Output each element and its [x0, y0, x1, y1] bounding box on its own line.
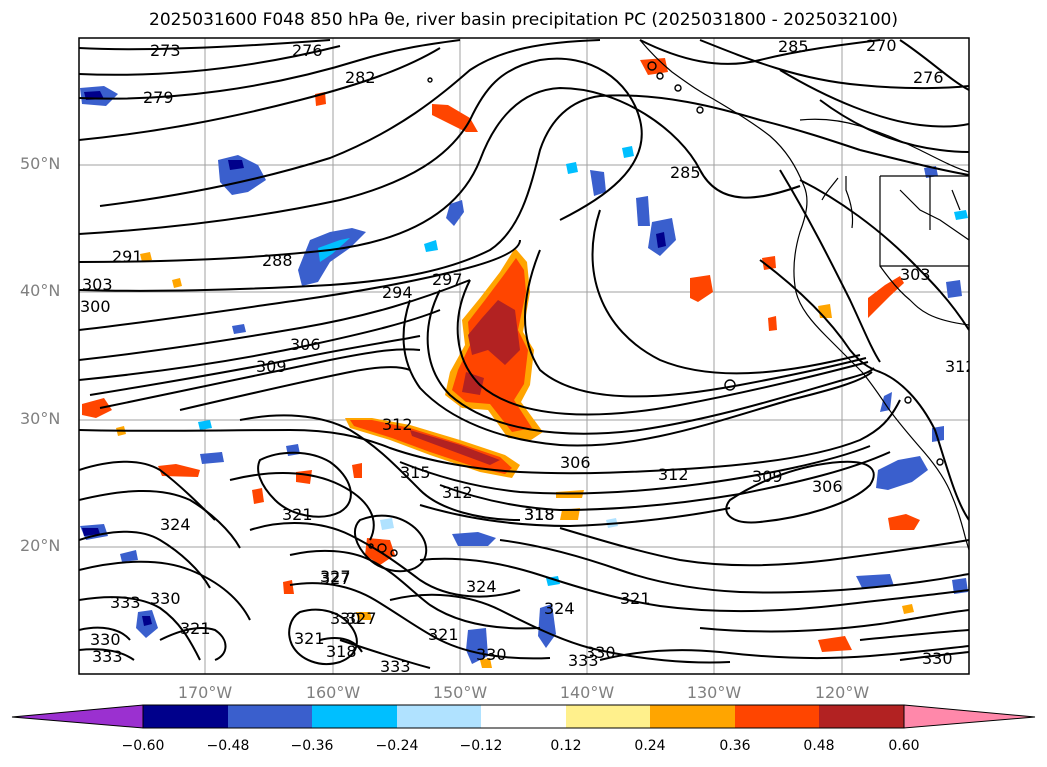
colorbar-bin — [312, 705, 397, 728]
lon-label: 160°W — [305, 683, 361, 702]
contour-label: 270 — [866, 36, 897, 55]
lon-label: 130°W — [686, 683, 742, 702]
contour-label: 291 — [112, 247, 143, 266]
contour-label: 318 — [326, 642, 357, 661]
contour-label: 330 — [330, 609, 361, 628]
contour-labels: 273 276 279 282 285 288 291 294 297 300 … — [80, 36, 976, 676]
contour-label: 300 — [80, 297, 111, 316]
contour-label: 321 — [180, 619, 211, 638]
lon-label: 170°W — [177, 683, 233, 702]
precip-negative — [80, 86, 968, 664]
islands — [368, 61, 944, 557]
contour-label: 333 — [92, 647, 123, 666]
contour-label: 309 — [256, 357, 287, 376]
colorbar — [11, 704, 1036, 729]
contour-label: 324 — [160, 515, 191, 534]
colorbar-bin — [143, 705, 228, 728]
contour-label: 315 — [400, 463, 431, 482]
contour-label: 273 — [150, 41, 181, 60]
contour-label: 279 — [143, 88, 174, 107]
contour-label: 288 — [262, 251, 293, 270]
colorbar-tick-label: −0.36 — [290, 738, 334, 754]
contour-label: 324 — [544, 599, 575, 618]
colorbar-bin — [228, 705, 312, 728]
contour-label: 321 — [294, 629, 325, 648]
colorbar-tick-label: 0.48 — [803, 738, 835, 754]
contour-label: 330 — [150, 589, 181, 608]
contour-label: 312 — [382, 415, 413, 434]
lon-label: 150°W — [432, 683, 488, 702]
colorbar-bin — [819, 705, 904, 728]
lat-label: 20°N — [20, 536, 61, 555]
contour-label: 312 — [658, 465, 689, 484]
colorbar-tick-label: 0.12 — [550, 738, 582, 754]
contour-label: 303 — [82, 275, 113, 294]
colorbar-tick-label: −0.60 — [121, 738, 165, 754]
colorbar-bin — [735, 705, 819, 728]
colorbar-tick-label: 0.36 — [719, 738, 751, 754]
contour-label: 285 — [670, 163, 701, 182]
contour-label: 318 — [524, 505, 555, 524]
colorbar-tick-label: −0.12 — [459, 738, 503, 754]
lon-label: 140°W — [559, 683, 615, 702]
coastlines — [639, 39, 969, 551]
theta-e-contours — [79, 39, 969, 669]
contour-label: 333 — [568, 651, 599, 670]
precip-positive — [82, 58, 920, 668]
lat-label: 30°N — [20, 409, 61, 428]
contour-label: 330 — [476, 645, 507, 664]
colorbar-tick-label: 0.60 — [888, 738, 920, 754]
contour-label: 306 — [290, 335, 321, 354]
colorbar-bin — [481, 705, 566, 728]
contour-label: 327 — [346, 609, 377, 628]
contour-label: 276 — [292, 41, 323, 60]
contour-label: 282 — [345, 68, 376, 87]
lat-label: 40°N — [20, 281, 61, 300]
contour-label: 330 — [585, 643, 616, 662]
colorbar-bin — [397, 705, 481, 728]
contour-label: 285 — [778, 37, 809, 56]
contour-label: 312 — [442, 483, 473, 502]
contour-label: 306 — [812, 477, 843, 496]
colorbar-extend-left — [11, 704, 144, 729]
colorbar-tick-label: −0.24 — [375, 738, 419, 754]
contour-label: 330 — [90, 630, 121, 649]
map-title: 2025031600 F048 850 hPa θe, river basin … — [149, 10, 898, 30]
contour-label: 297 — [432, 270, 463, 289]
contour-label: 321 — [620, 589, 651, 608]
contour-label: 321 — [428, 625, 459, 644]
contour-label: 327 — [320, 569, 351, 588]
contour-label: 330 — [922, 649, 953, 668]
colorbar-tick-label: 0.24 — [634, 738, 666, 754]
lat-label: 50°N — [20, 154, 61, 173]
contour-label: 309 — [752, 467, 783, 486]
colorbar-tick-label: −0.48 — [206, 738, 250, 754]
contour-label: 333 — [110, 593, 141, 612]
map-frame — [78, 37, 970, 675]
contour-label: 306 — [560, 453, 591, 472]
contour-label: 294 — [382, 283, 413, 302]
lon-label: 120°W — [814, 683, 870, 702]
contour-label: 312 — [945, 357, 976, 376]
colorbar-extend-right — [903, 704, 1036, 729]
contour-label: 318 — [524, 505, 555, 524]
contour-label: 333 — [380, 657, 411, 676]
contour-label: 327 — [320, 567, 351, 586]
colorbar-bin — [650, 705, 735, 728]
contour-label: 321 — [282, 505, 313, 524]
contour-label: 303 — [900, 265, 931, 284]
contour-label: 324 — [466, 577, 497, 596]
contour-label: 276 — [913, 68, 944, 87]
colorbar-bin — [566, 705, 650, 728]
